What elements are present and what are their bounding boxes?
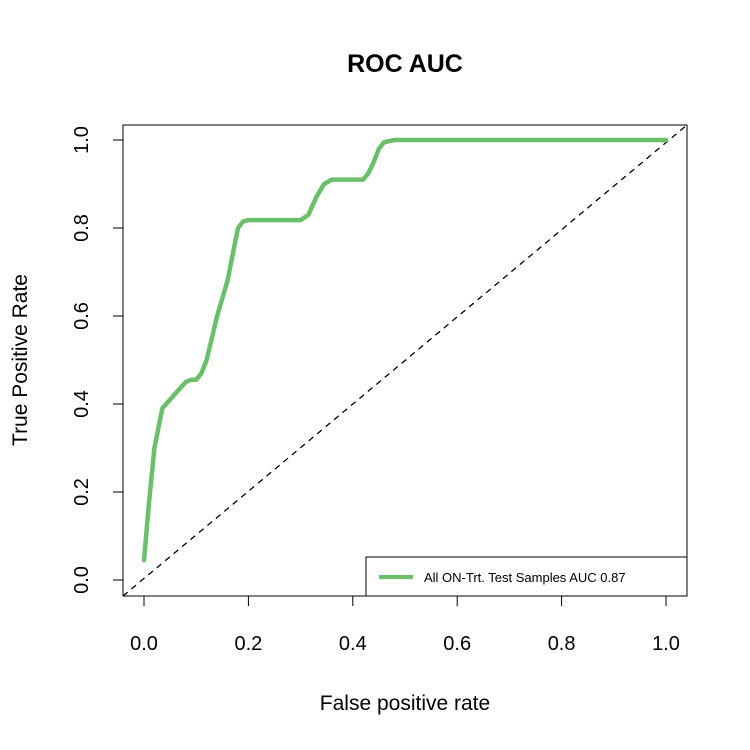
x-tick-label: 0.8 xyxy=(548,633,576,655)
x-axis-label: False positive rate xyxy=(320,692,490,715)
y-axis: 0.0 0.2 0.4 0.6 0.8 1.0 xyxy=(71,126,124,594)
x-tick-label: 1.0 xyxy=(652,633,680,655)
x-tick-label: 0.2 xyxy=(234,633,262,655)
chart-title: ROC AUC xyxy=(347,50,463,78)
legend: All ON-Trt. Test Samples AUC 0.87 xyxy=(365,556,688,597)
x-axis: 0.0 0.2 0.4 0.6 0.8 1.0 xyxy=(130,595,680,655)
reference-diagonal-line xyxy=(122,124,688,597)
y-axis-label: True Positive Rate xyxy=(9,274,32,446)
y-tick-label: 0.0 xyxy=(71,566,93,594)
y-tick-label: 0.8 xyxy=(71,214,93,242)
legend-box xyxy=(365,556,688,597)
series-layer xyxy=(141,137,669,563)
roc-curve-line xyxy=(141,137,669,563)
y-tick-label: 0.4 xyxy=(71,390,93,418)
x-tick-label: 0.0 xyxy=(130,633,158,655)
x-tick-label: 0.4 xyxy=(339,633,367,655)
y-tick-label: 0.2 xyxy=(71,478,93,506)
y-tick-label: 0.6 xyxy=(71,302,93,330)
x-tick-label: 0.6 xyxy=(443,633,471,655)
legend-label: All ON-Trt. Test Samples AUC 0.87 xyxy=(424,570,626,585)
y-tick-label: 1.0 xyxy=(71,126,93,154)
